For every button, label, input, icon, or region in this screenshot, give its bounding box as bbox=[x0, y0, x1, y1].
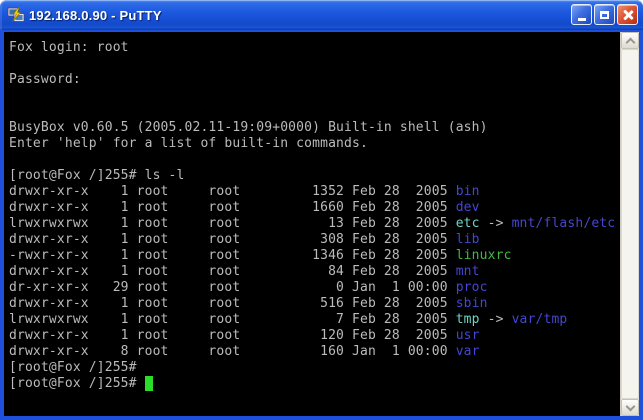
terminal-text: drwxr-xr-x 1 root root 1660 Feb 28 2005 bbox=[9, 200, 456, 215]
terminal-line: drwxr-xr-x 1 root root 84 Feb 28 2005 mn… bbox=[9, 264, 620, 280]
terminal-text: drwxr-xr-x 1 root root 84 Feb 28 2005 bbox=[9, 264, 456, 279]
terminal-line: drwxr-xr-x 1 root root 1660 Feb 28 2005 … bbox=[9, 200, 620, 216]
maximize-button[interactable] bbox=[594, 4, 615, 25]
terminal-text: Password: bbox=[9, 72, 81, 87]
terminal-text: [root@Fox /]255# ls -l bbox=[9, 168, 185, 183]
terminal-text: sbin bbox=[455, 296, 488, 311]
window-frame: Fox login: root Password: BusyBox v0.60.5 … bbox=[0, 30, 643, 420]
putty-app-icon bbox=[7, 6, 25, 22]
terminal-line: Fox login: root bbox=[9, 40, 620, 56]
terminal-screen[interactable]: Fox login: root Password: BusyBox v0.60.5 … bbox=[4, 32, 620, 416]
terminal-text: proc bbox=[455, 280, 488, 295]
title-bar[interactable]: 192.168.0.90 - PuTTY bbox=[0, 0, 643, 31]
terminal-line: drwxr-xr-x 1 root root 516 Feb 28 2005 s… bbox=[9, 296, 620, 312]
terminal-text: etc bbox=[455, 216, 480, 231]
terminal-text: drwxr-xr-x 1 root root 516 Feb 28 2005 bbox=[9, 296, 456, 311]
scrollbar-thumb[interactable] bbox=[621, 49, 639, 399]
terminal-text: Fox login: root bbox=[9, 40, 129, 55]
terminal-text: lrwxrwxrwx 1 root root 7 Feb 28 2005 bbox=[9, 312, 456, 327]
minimize-button[interactable] bbox=[571, 4, 592, 25]
scroll-up-button[interactable] bbox=[621, 32, 639, 49]
terminal-line: -rwxr-xr-x 1 root root 1346 Feb 28 2005 … bbox=[9, 248, 620, 264]
minimize-icon bbox=[577, 17, 586, 21]
terminal-client-area: Fox login: root Password: BusyBox v0.60.5 … bbox=[4, 32, 639, 416]
chevron-up-icon bbox=[625, 37, 635, 47]
terminal-text: lrwxrwxrwx 1 root root 13 Feb 28 2005 bbox=[9, 216, 456, 231]
terminal-line bbox=[9, 88, 620, 104]
terminal-line: [root@Fox /]255# bbox=[9, 360, 620, 376]
terminal-text: usr bbox=[455, 328, 480, 343]
close-icon bbox=[622, 9, 634, 21]
maximize-icon bbox=[600, 10, 609, 19]
terminal-text: mnt/flash/etc bbox=[511, 216, 616, 231]
terminal-text: mnt bbox=[455, 264, 480, 279]
terminal-text: [root@Fox /]255# bbox=[9, 360, 137, 375]
terminal-text: Enter 'help' for a list of built-in comm… bbox=[9, 136, 368, 151]
terminal-text: dr-xr-xr-x 29 root root 0 Jan 1 00:00 bbox=[9, 280, 456, 295]
close-button[interactable] bbox=[617, 4, 638, 25]
terminal-line: dr-xr-xr-x 29 root root 0 Jan 1 00:00 pr… bbox=[9, 280, 620, 296]
terminal-line: lrwxrwxrwx 1 root root 13 Feb 28 2005 et… bbox=[9, 216, 620, 232]
terminal-line bbox=[9, 152, 620, 168]
terminal-line: BusyBox v0.60.5 (2005.02.11-19:09+0000) … bbox=[9, 120, 620, 136]
terminal-line: [root@Fox /]255# ls -l bbox=[9, 168, 620, 184]
terminal-line: Enter 'help' for a list of built-in comm… bbox=[9, 136, 620, 152]
terminal-line: drwxr-xr-x 1 root root 120 Feb 28 2005 u… bbox=[9, 328, 620, 344]
terminal-line: [root@Fox /]255# bbox=[9, 376, 620, 392]
terminal-line: drwxr-xr-x 1 root root 308 Feb 28 2005 l… bbox=[9, 232, 620, 248]
terminal-line: drwxr-xr-x 1 root root 1352 Feb 28 2005 … bbox=[9, 184, 620, 200]
terminal-scrollbar[interactable] bbox=[620, 32, 639, 416]
terminal-text: -rwxr-xr-x 1 root root 1346 Feb 28 2005 bbox=[9, 248, 456, 263]
terminal-cursor bbox=[144, 376, 153, 391]
terminal-text: -> bbox=[479, 312, 512, 327]
terminal-line: Password: bbox=[9, 72, 620, 88]
window-title: 192.168.0.90 - PuTTY bbox=[29, 7, 162, 23]
terminal-text: tmp bbox=[455, 312, 480, 327]
scrollbar-track[interactable] bbox=[621, 49, 639, 399]
chevron-down-icon bbox=[625, 401, 635, 411]
terminal-text: var/tmp bbox=[511, 312, 568, 327]
scroll-down-button[interactable] bbox=[621, 399, 639, 416]
terminal-text: drwxr-xr-x 1 root root 1352 Feb 28 2005 bbox=[9, 184, 456, 199]
terminal-text: -> bbox=[479, 216, 512, 231]
terminal-line: lrwxrwxrwx 1 root root 7 Feb 28 2005 tmp… bbox=[9, 312, 620, 328]
terminal-text: [root@Fox /]255# bbox=[9, 376, 145, 391]
terminal-text: BusyBox v0.60.5 (2005.02.11-19:09+0000) … bbox=[9, 120, 488, 135]
terminal-line: drwxr-xr-x 8 root root 160 Jan 1 00:00 v… bbox=[9, 344, 620, 360]
terminal-text: drwxr-xr-x 1 root root 120 Feb 28 2005 bbox=[9, 328, 456, 343]
terminal-text: lib bbox=[455, 232, 480, 247]
terminal-output: Fox login: root Password: BusyBox v0.60.5 … bbox=[9, 40, 620, 392]
terminal-text: linuxrc bbox=[455, 248, 512, 263]
terminal-text: drwxr-xr-x 1 root root 308 Feb 28 2005 bbox=[9, 232, 456, 247]
terminal-line bbox=[9, 104, 620, 120]
terminal-text: var bbox=[455, 344, 480, 359]
terminal-text: dev bbox=[455, 200, 480, 215]
window-controls bbox=[571, 4, 638, 25]
terminal-text: bin bbox=[455, 184, 480, 199]
terminal-line bbox=[9, 56, 620, 72]
terminal-text: drwxr-xr-x 8 root root 160 Jan 1 00:00 bbox=[9, 344, 456, 359]
